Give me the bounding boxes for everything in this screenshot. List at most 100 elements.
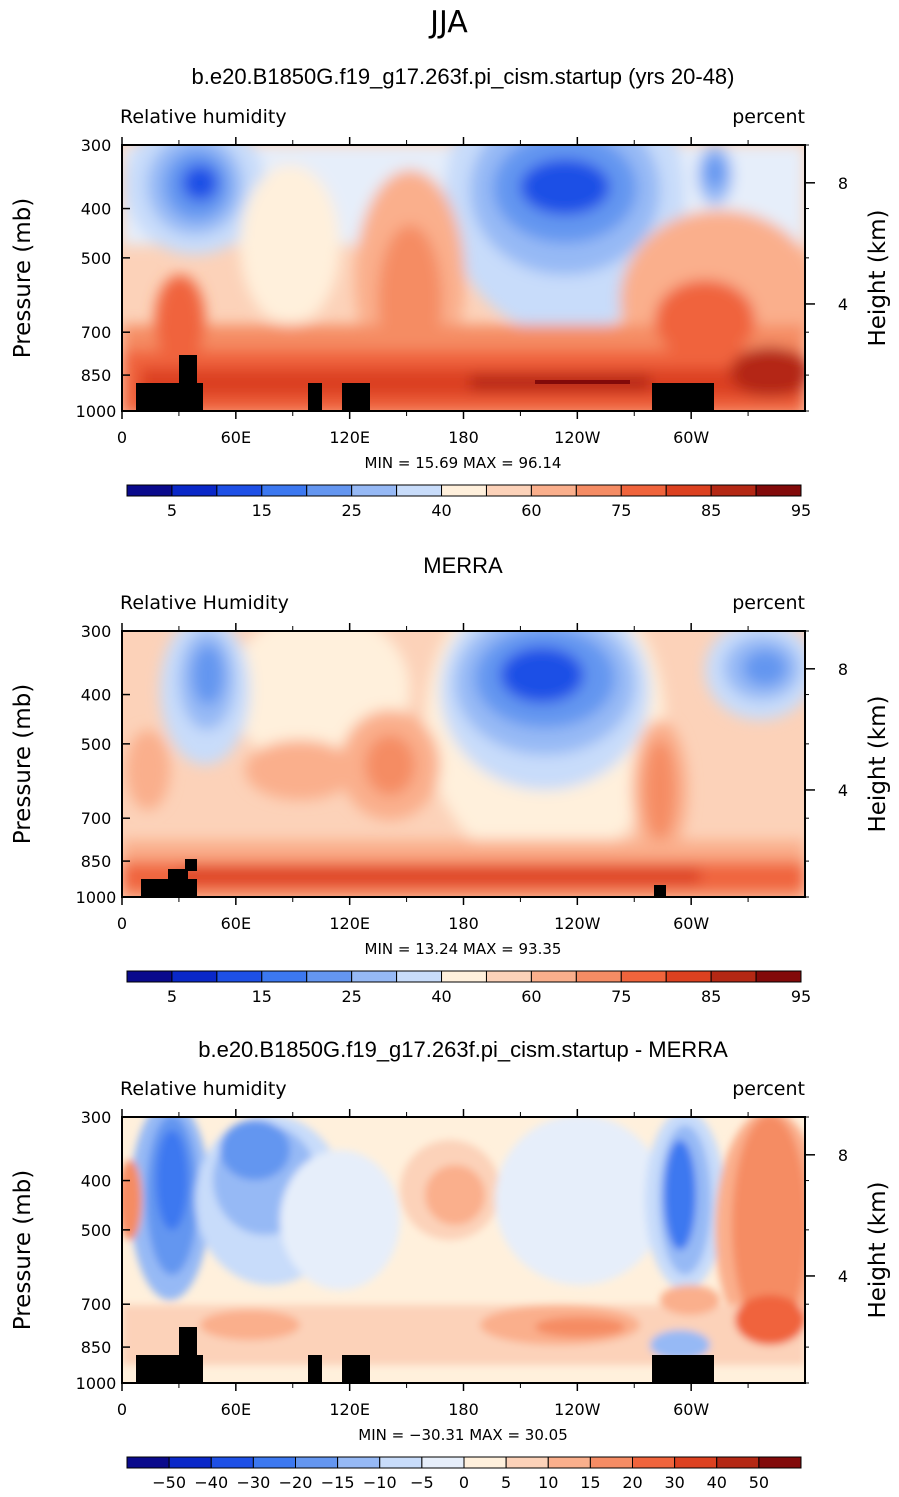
colorbar-swatch (351, 970, 398, 983)
y-axis-title: Pressure (mb) (10, 1170, 36, 1330)
left-label: Relative Humidity (120, 592, 289, 614)
y-tick-label: 700 (81, 323, 112, 342)
y2-axis-title: Height (km) (865, 209, 891, 346)
panel-merra: MERRA Relative Humidity percent (10, 553, 891, 1006)
topography-mask (136, 1327, 714, 1383)
colorbar-swatch (665, 484, 712, 497)
colorbar-label: 15 (252, 987, 272, 1006)
colorbar-label: 60 (521, 501, 541, 520)
axes: 300 400 500 700 850 1000 8 4 0 60E 120E 180 120W 60W P… (10, 622, 891, 933)
colorbar: 5 15 25 40 60 75 85 95 (126, 970, 811, 1006)
colorbar-swatch (379, 1456, 423, 1469)
colorbar-label: 60 (521, 987, 541, 1006)
contour-field (122, 1117, 805, 1383)
colorbar-swatch (171, 970, 218, 983)
topography-mask (136, 355, 714, 411)
colorbar-label: −10 (363, 1473, 397, 1492)
y2-axis-title: Height (km) (865, 695, 891, 832)
x-tick-label: 120W (554, 428, 601, 447)
colorbar-swatch (126, 1456, 170, 1469)
y2-tick-label: 8 (838, 174, 848, 193)
colorbar-label: 0 (459, 1473, 469, 1492)
colorbar-swatch (306, 970, 353, 983)
colorbar-label: 85 (701, 501, 721, 520)
y-tick-label: 500 (81, 249, 112, 268)
y2-tick-label: 4 (838, 295, 848, 314)
left-label: Relative humidity (120, 106, 287, 128)
colorbar-swatch (216, 970, 263, 983)
colorbar: 5 15 25 40 60 75 85 95 (126, 484, 811, 520)
colorbar-label: −50 (152, 1473, 186, 1492)
panel-title: b.e20.B1850G.f19_g17.263f.pi_cism.startu… (192, 64, 735, 89)
colorbar-swatch (396, 484, 443, 497)
x-tick-label: 180 (448, 914, 479, 933)
colorbar-swatch (252, 1456, 296, 1469)
colorbar-swatch (421, 1456, 465, 1469)
colorbar-swatch (295, 1456, 339, 1469)
y-axis-title: Pressure (mb) (10, 684, 36, 844)
min-max-label: MIN = 13.24 MAX = 93.35 (365, 940, 562, 958)
colorbar-label: 40 (431, 987, 451, 1006)
colorbar-swatch (126, 484, 173, 497)
colorbar-swatch (547, 1456, 591, 1469)
colorbar-swatch (505, 1456, 549, 1469)
colorbar-swatch (171, 484, 218, 497)
y-tick-label: 300 (81, 1108, 112, 1127)
y2-tick-label: 8 (838, 1146, 848, 1165)
units-label: percent (732, 106, 805, 128)
x-tick-label: 0 (117, 428, 127, 447)
colorbar-swatch (306, 484, 353, 497)
y-tick-label: 400 (81, 200, 112, 219)
colorbar-swatch (441, 484, 487, 497)
x-tick-label: 60W (673, 428, 709, 447)
contour-field (122, 145, 805, 411)
colorbar-label: 40 (707, 1473, 727, 1492)
colorbar-swatch (261, 970, 308, 983)
y2-tick-label: 4 (838, 781, 848, 800)
colorbar-swatch (620, 970, 667, 983)
colorbar-swatch (632, 1456, 676, 1469)
panel-title: MERRA (423, 553, 503, 578)
x-tick-label: 120E (329, 914, 370, 933)
axes: 300 400 500 700 850 1000 8 4 0 60E 120E 180 120W 60W P… (10, 136, 891, 447)
colorbar-label: 10 (538, 1473, 558, 1492)
left-label: Relative humidity (120, 1078, 287, 1100)
y-tick-label: 500 (81, 735, 112, 754)
colorbar-label: 40 (431, 501, 451, 520)
colorbar-label: 15 (252, 501, 272, 520)
colorbar-swatch (710, 484, 757, 497)
colorbar-swatch (575, 970, 622, 983)
y-tick-label: 1000 (76, 888, 117, 907)
colorbar-swatch (575, 484, 622, 497)
colorbar-label: 25 (341, 501, 361, 520)
colorbar-label: 5 (501, 1473, 511, 1492)
colorbar-swatch (758, 1456, 802, 1469)
panel-model: b.e20.B1850G.f19_g17.263f.pi_cism.startu… (10, 64, 891, 520)
colorbar-swatch (210, 1456, 254, 1469)
colorbar-label: 95 (791, 501, 811, 520)
x-tick-label: 60W (673, 914, 709, 933)
colorbar-swatch (441, 970, 487, 983)
colorbar-label: −30 (236, 1473, 270, 1492)
colorbar-swatch (485, 970, 532, 983)
units-label: percent (732, 1078, 805, 1100)
y-tick-label: 300 (81, 136, 112, 155)
x-tick-label: 60W (673, 1400, 709, 1419)
y-tick-label: 850 (81, 366, 112, 385)
colorbar-swatch (589, 1456, 633, 1469)
colorbar-label: 75 (611, 501, 631, 520)
colorbar-label: −15 (321, 1473, 355, 1492)
colorbar-swatch (674, 1456, 718, 1469)
colorbar-label: 5 (167, 501, 177, 520)
colorbar-label: 85 (701, 987, 721, 1006)
y-tick-label: 1000 (76, 1374, 117, 1393)
panel-title: b.e20.B1850G.f19_g17.263f.pi_cism.startu… (198, 1037, 728, 1062)
colorbar-label: 15 (580, 1473, 600, 1492)
y2-tick-label: 8 (838, 660, 848, 679)
colorbar-swatch (716, 1456, 760, 1469)
colorbar-swatch (620, 484, 667, 497)
y-tick-label: 850 (81, 852, 112, 871)
x-tick-label: 60E (221, 914, 251, 933)
contour-field (122, 631, 805, 897)
